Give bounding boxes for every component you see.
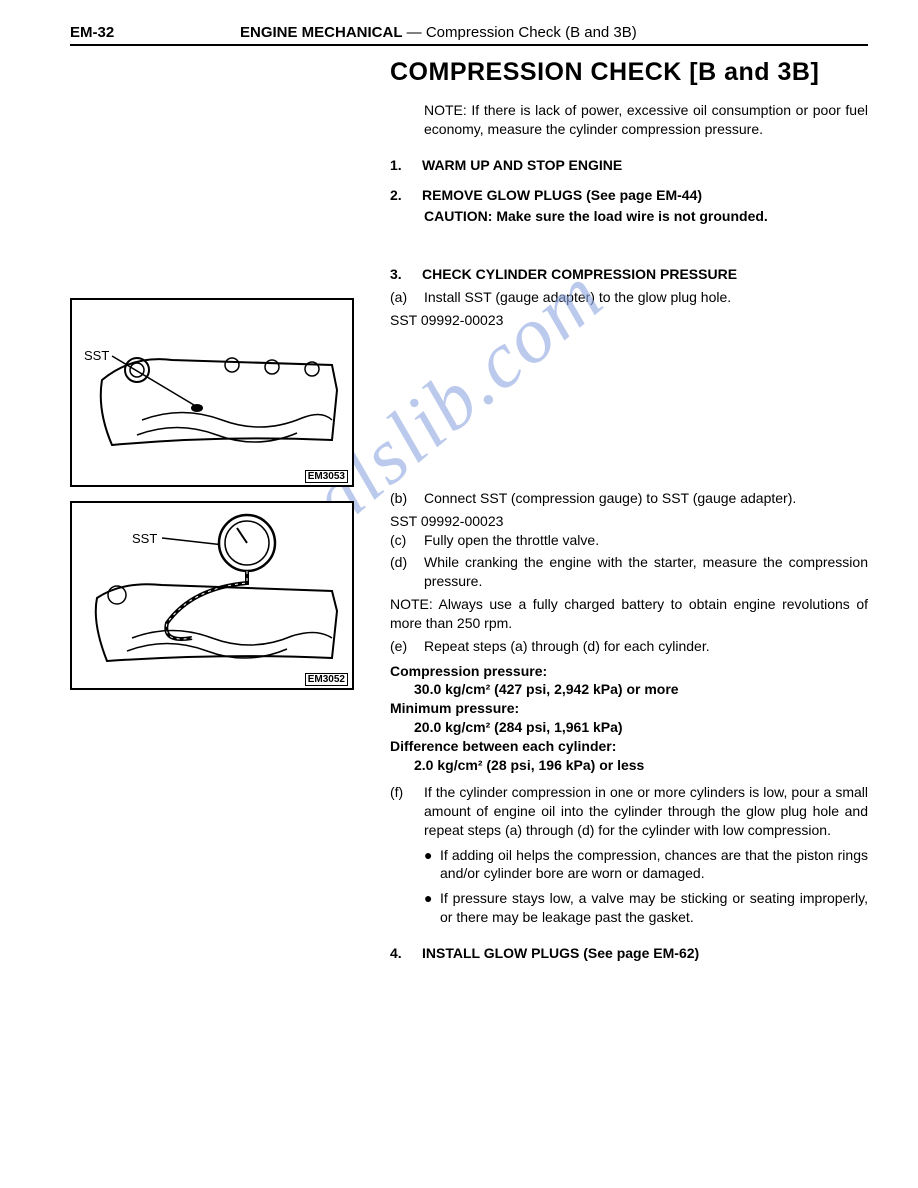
step-3b-text: Connect SST (compression gauge) to SST (… [424,489,868,508]
fig2-code: EM3052 [305,673,348,686]
bullet-1-text: If adding oil helps the compression, cha… [440,846,868,884]
spec-diff-val: 2.0 kg/cm² (28 psi, 196 kPa) or less [390,756,868,775]
step-2: 2. REMOVE GLOW PLUGS (See page EM-44) CA… [390,187,868,226]
step-3-num: 3. [390,266,404,282]
step-3a-text: Install SST (gauge adapter) to the glow … [424,288,868,307]
step-3d-text: While cranking the engine with the start… [424,553,868,591]
header-title-wrap: ENGINE MECHANICAL — Compression Check (B… [240,24,637,42]
step-3-sst1: SST 09992-00023 [390,311,868,330]
header-section: ENGINE MECHANICAL [240,24,403,41]
figure-1-svg [72,300,352,485]
content-columns: SST EM3053 SST [70,58,868,975]
step-2-title: REMOVE GLOW PLUGS (See page EM-44) [422,187,702,203]
spec-diff-label: Difference between each cylinder: [390,737,868,756]
step-4: 4. INSTALL GLOW PLUGS (See page EM-62) [390,945,868,961]
header-subsection: — Compression Check (B and 3B) [403,24,637,41]
spacer [390,240,868,266]
step-3e-letter: (e) [390,637,424,656]
right-column: COMPRESSION CHECK [B and 3B] NOTE: If th… [390,58,868,975]
step-3e-text: Repeat steps (a) through (d) for each cy… [424,637,868,656]
step-1-title: WARM UP AND STOP ENGINE [422,157,622,173]
main-title: COMPRESSION CHECK [B and 3B] [390,58,868,87]
step-2-num: 2. [390,187,404,203]
left-column: SST EM3053 SST [70,58,370,975]
fig2-sst-label: SST [132,531,157,546]
gap [390,329,868,489]
step-3c-letter: (c) [390,531,424,550]
figure-1: SST EM3053 [70,298,354,487]
step-3a-letter: (a) [390,288,424,307]
step-3-note: NOTE: Always use a fully charged battery… [390,595,868,633]
page: manualslib.com EM-32 ENGINE MECHANICAL —… [0,0,918,1015]
spec-comp-val: 30.0 kg/cm² (427 psi, 2,942 kPa) or more [390,680,868,699]
spec-min-val: 20.0 kg/cm² (284 psi, 1,961 kPa) [390,718,868,737]
fig1-code: EM3053 [305,470,348,483]
bullet-1: ● If adding oil helps the compression, c… [390,846,868,884]
spec-comp-label: Compression pressure: [390,662,868,681]
step-4-num: 4. [390,945,404,961]
step-3f-letter: (f) [390,783,424,840]
step-1: 1. WARM UP AND STOP ENGINE [390,157,868,173]
step-3f-text: If the cylinder compression in one or mo… [424,783,868,840]
step-1-num: 1. [390,157,404,173]
step-3: 3. CHECK CYLINDER COMPRESSION PRESSURE (… [390,266,868,927]
spec-min-label: Minimum pressure: [390,699,868,718]
step-3b-letter: (b) [390,489,424,508]
intro-note: NOTE: If there is lack of power, excessi… [390,101,868,139]
step-3-title: CHECK CYLINDER COMPRESSION PRESSURE [422,266,737,282]
bullet-icon: ● [424,846,440,884]
bullet-icon: ● [424,889,440,927]
step-3c-text: Fully open the throttle valve. [424,531,868,550]
figure-2-svg [72,503,352,688]
step-3d-letter: (d) [390,553,424,591]
figure-2: SST EM3052 [70,501,354,690]
fig1-sst-label: SST [84,348,109,363]
specs: Compression pressure: 30.0 kg/cm² (427 p… [390,662,868,775]
bullet-2: ● If pressure stays low, a valve may be … [390,889,868,927]
bullet-2-text: If pressure stays low, a valve may be st… [440,889,868,927]
step-3-sst2: SST 09992-00023 [390,512,868,531]
step-2-caution: CAUTION: Make sure the load wire is not … [390,207,868,226]
step-4-title: INSTALL GLOW PLUGS (See page EM-62) [422,945,699,961]
page-header: EM-32 ENGINE MECHANICAL — Compression Ch… [70,24,868,46]
page-number: EM-32 [70,24,240,42]
